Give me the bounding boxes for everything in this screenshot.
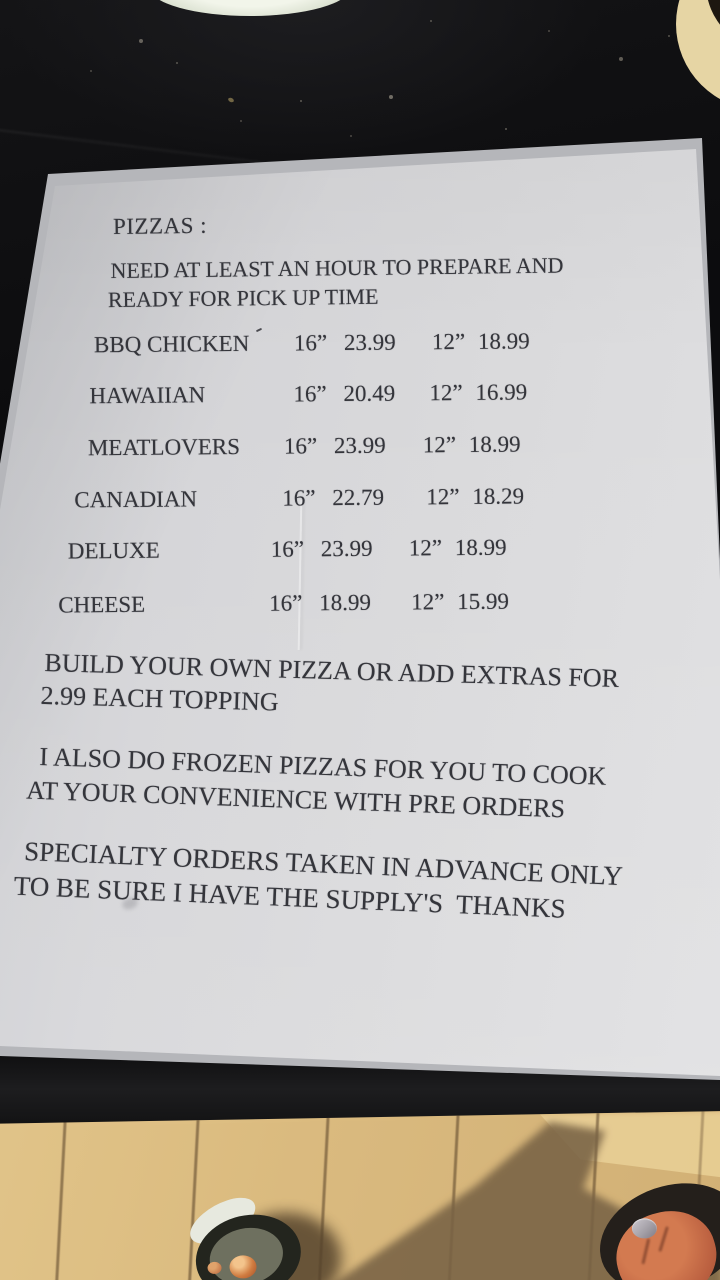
- item-name: DELUXE: [67, 537, 160, 564]
- item-name: HAWAIIAN: [89, 382, 206, 409]
- menu-row: MEATLOVERS 16” 23.99 12” 18.99: [0, 430, 720, 466]
- price-large: 18.99: [319, 589, 372, 616]
- price-large: 20.49: [343, 380, 396, 407]
- size-small-label: 12”: [408, 535, 443, 561]
- size-large-label: 16”: [270, 536, 305, 562]
- size-large-label: 16”: [293, 330, 328, 356]
- price-small: 18.99: [468, 431, 521, 457]
- dust-specks: [0, 0, 2, 2]
- item-name: CHEESE: [58, 591, 146, 618]
- left-foot-in-sandal: [182, 1188, 343, 1280]
- menu-row: CHEESE 16” 18.99 12” 15.99: [1, 587, 720, 623]
- size-large-label: 16”: [269, 590, 303, 616]
- price-small: 18.99: [477, 328, 530, 354]
- item-name: MEATLOVERS: [87, 433, 241, 461]
- price-small: 15.99: [457, 588, 510, 615]
- price-large: 22.79: [332, 484, 385, 511]
- menu-row: DELUXE 16” 23.99 12” 18.99: [1, 533, 720, 569]
- price-large: 23.99: [343, 329, 396, 356]
- price-small: 16.99: [475, 379, 528, 405]
- deck-floor: [0, 1110, 720, 1280]
- menu-row: CANADIAN 16” 22.79 12” 18.29: [0, 482, 720, 518]
- plate-edge: [150, 0, 350, 16]
- price-small: 18.29: [472, 483, 525, 509]
- price-large: 23.99: [333, 432, 386, 459]
- size-small-label: 12”: [431, 328, 466, 355]
- menu-row: BBQ CHICKEN 16” 23.99 12” 18.99: [0, 327, 719, 363]
- size-large-label: 16”: [283, 433, 318, 459]
- item-name: CANADIAN: [74, 486, 198, 513]
- size-large-label: 16”: [282, 485, 316, 511]
- right-foot-in-flipflop: [569, 1165, 720, 1280]
- menu-row: HAWAIIAN 16” 20.49 12” 16.99: [0, 378, 720, 414]
- size-small-label: 12”: [411, 589, 445, 615]
- size-small-label: 12”: [429, 380, 463, 406]
- item-name: BBQ CHICKEN: [93, 330, 250, 358]
- size-large-label: 16”: [293, 381, 327, 407]
- price-large: 23.99: [320, 535, 373, 562]
- size-small-label: 12”: [426, 484, 460, 510]
- size-small-label: 12”: [422, 432, 457, 458]
- price-small: 18.99: [454, 534, 507, 561]
